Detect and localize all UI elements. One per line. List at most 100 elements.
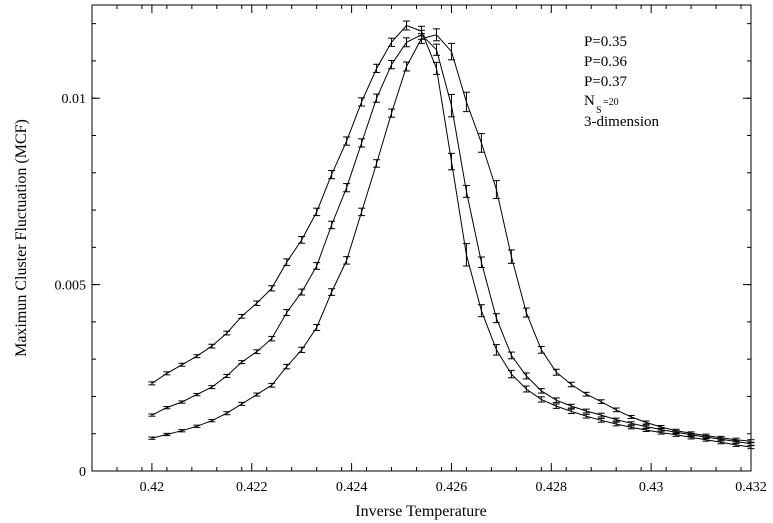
error-bar bbox=[373, 93, 381, 103]
error-bar bbox=[178, 429, 186, 433]
error-bar bbox=[343, 183, 351, 193]
error-bar bbox=[597, 417, 605, 423]
error-bar bbox=[388, 60, 396, 70]
error-bar bbox=[522, 307, 530, 318]
error-bar bbox=[298, 346, 306, 353]
error-bar bbox=[328, 288, 336, 296]
y-tick-label: 0.005 bbox=[55, 279, 87, 294]
error-bar bbox=[627, 421, 635, 426]
error-bar bbox=[492, 344, 500, 356]
x-axis-label: Inverse Temperature bbox=[355, 503, 486, 520]
error-bar bbox=[328, 220, 336, 230]
error-bar bbox=[298, 288, 306, 296]
y-tick-label: 0 bbox=[79, 465, 86, 480]
error-bar bbox=[447, 42, 455, 61]
error-bar bbox=[462, 184, 470, 198]
error-bar bbox=[313, 207, 321, 217]
error-bar bbox=[447, 152, 455, 171]
error-bar bbox=[343, 136, 351, 146]
error-bar bbox=[313, 262, 321, 270]
error-bar bbox=[702, 433, 710, 438]
error-bar bbox=[388, 108, 396, 118]
error-bar bbox=[432, 43, 440, 56]
error-bar bbox=[477, 256, 485, 268]
error-bar bbox=[582, 408, 590, 414]
error-bar bbox=[253, 349, 261, 355]
y-tick-label: 0.01 bbox=[62, 92, 87, 107]
x-tick-label: 0.43 bbox=[639, 480, 664, 495]
error-bar bbox=[223, 373, 231, 378]
error-bar bbox=[507, 351, 515, 360]
error-bar bbox=[328, 170, 336, 180]
error-bar bbox=[552, 368, 560, 376]
error-bar bbox=[373, 63, 381, 73]
error-bar bbox=[537, 396, 545, 403]
error-bar bbox=[492, 313, 500, 324]
error-bar bbox=[223, 411, 231, 416]
error-bar bbox=[537, 345, 545, 354]
error-bar bbox=[492, 180, 500, 199]
error-bar bbox=[657, 425, 665, 430]
error-bar bbox=[612, 421, 620, 427]
error-bar bbox=[597, 399, 605, 405]
error-bar bbox=[358, 138, 366, 148]
error-bar bbox=[358, 207, 366, 217]
error-bar bbox=[178, 400, 186, 404]
error-bar bbox=[567, 408, 575, 415]
legend-ns-value: =20 bbox=[603, 97, 619, 108]
error-bar bbox=[283, 258, 291, 267]
error-bar bbox=[313, 323, 321, 331]
error-bar bbox=[388, 37, 396, 47]
error-bar bbox=[163, 432, 171, 437]
error-bar bbox=[462, 91, 470, 113]
error-bar bbox=[193, 424, 201, 428]
error-bar bbox=[283, 309, 291, 317]
error-bar bbox=[148, 381, 156, 386]
legend-p035: P=0.35 bbox=[584, 34, 627, 50]
y-axis-label: Maximun Cluster Fluctuation (MCF) bbox=[13, 119, 30, 357]
error-bar bbox=[253, 300, 261, 306]
error-bar bbox=[238, 401, 246, 406]
error-bar bbox=[507, 369, 515, 379]
error-bar bbox=[537, 388, 545, 394]
error-bar bbox=[642, 424, 650, 429]
x-tick-label: 0.432 bbox=[735, 480, 767, 495]
x-tick-label: 0.426 bbox=[436, 480, 468, 495]
error-bar bbox=[238, 313, 246, 319]
error-bar bbox=[582, 413, 590, 419]
error-bar bbox=[507, 249, 515, 264]
error-bar bbox=[732, 437, 740, 442]
error-bar bbox=[717, 435, 725, 440]
error-bar bbox=[477, 304, 485, 318]
error-bar bbox=[148, 436, 156, 440]
error-bar bbox=[223, 330, 231, 336]
error-bar bbox=[462, 243, 470, 267]
axis-ticks: 0.42 0.422 0.424 0.426 0.428 0.43 0.432 0 0.005 0… bbox=[55, 5, 767, 495]
error-bar bbox=[358, 97, 366, 107]
legend-p036: P=0.36 bbox=[584, 54, 628, 70]
error-bar bbox=[403, 37, 411, 48]
error-bar bbox=[627, 425, 635, 430]
legend: P=0.35 P=0.36 P=0.37 N S =20 3-dimension bbox=[584, 34, 659, 130]
error-bar bbox=[163, 371, 171, 376]
error-bar bbox=[567, 381, 575, 388]
error-bar bbox=[687, 431, 695, 436]
x-tick-label: 0.424 bbox=[336, 480, 368, 495]
error-bar bbox=[432, 61, 440, 75]
error-bar bbox=[612, 407, 620, 413]
error-bar bbox=[567, 403, 575, 409]
error-bar bbox=[627, 414, 635, 419]
x-tick-label: 0.422 bbox=[236, 480, 268, 495]
error-bar bbox=[522, 385, 530, 393]
error-bar bbox=[208, 385, 216, 390]
error-bar bbox=[163, 406, 171, 410]
error-bar bbox=[552, 397, 560, 403]
error-bar bbox=[208, 343, 216, 349]
error-bar bbox=[373, 159, 381, 168]
x-tick-label: 0.428 bbox=[536, 480, 568, 495]
error-bar bbox=[148, 413, 156, 417]
legend-ns-subscript: S bbox=[596, 105, 602, 116]
error-bar bbox=[612, 417, 620, 422]
error-bar bbox=[403, 61, 411, 72]
